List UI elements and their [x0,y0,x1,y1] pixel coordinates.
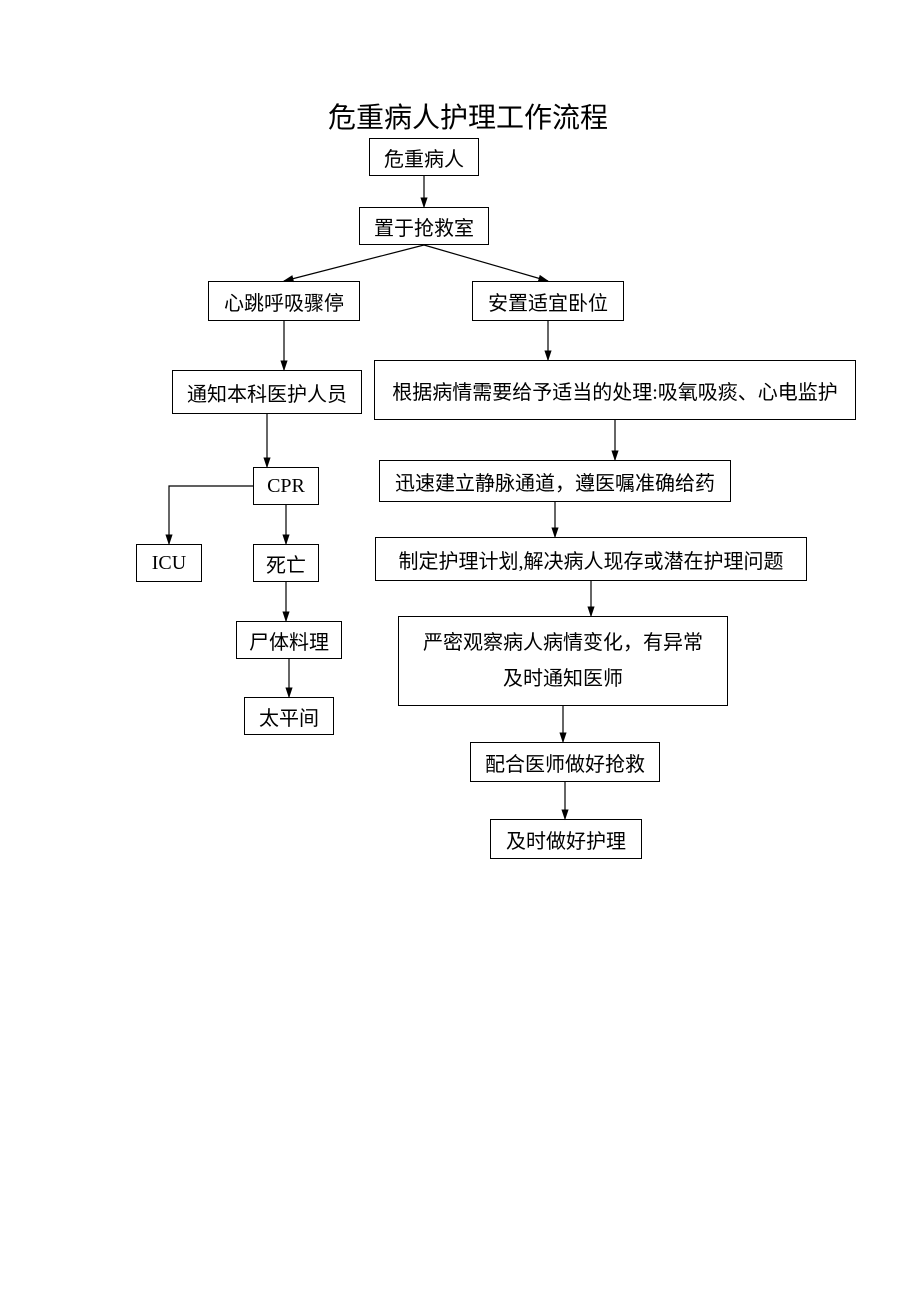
node-label: 通知本科医护人员 [187,378,347,407]
node-notify-staff: 通知本科医护人员 [172,370,362,414]
node-observe: 严密观察病人病情变化，有异常及时通知医师 [398,616,728,706]
node-label: 配合医师做好抢救 [485,748,645,777]
node-body-care: 尸体料理 [236,621,342,659]
node-label: 安置适宜卧位 [488,287,608,316]
diagram-title: 危重病人护理工作流程 [328,96,608,136]
node-position: 安置适宜卧位 [472,281,624,321]
node-treatment: 根据病情需要给予适当的处理:吸氧吸痰、心电监护 [374,360,856,420]
node-label: 制定护理计划,解决病人现存或潜在护理问题 [399,545,784,574]
node-death: 死亡 [253,544,319,582]
node-label: 死亡 [266,549,306,578]
node-label: ICU [152,552,186,575]
node-label: 严密观察病人病情变化，有异常及时通知医师 [423,625,703,697]
node-label: 太平间 [259,702,319,731]
node-rescue-cooperate: 配合医师做好抢救 [470,742,660,782]
node-icu: ICU [136,544,202,582]
node-label: 尸体料理 [249,626,329,655]
node-label: 迅速建立静脉通道，遵医嘱准确给药 [395,467,715,496]
node-nursing-plan: 制定护理计划,解决病人现存或潜在护理问题 [375,537,807,581]
node-label: 危重病人 [384,143,464,172]
node-mortuary: 太平间 [244,697,334,735]
node-critical-patient: 危重病人 [369,138,479,176]
node-label: 及时做好护理 [506,825,626,854]
node-nursing-timely: 及时做好护理 [490,819,642,859]
node-rescue-room: 置于抢救室 [359,207,489,245]
node-label: 置于抢救室 [374,212,474,241]
node-iv-medication: 迅速建立静脉通道，遵医嘱准确给药 [379,460,731,502]
node-cpr: CPR [253,467,319,505]
node-cardiac-arrest: 心跳呼吸骤停 [208,281,360,321]
node-label: CPR [267,475,305,498]
node-label: 根据病情需要给予适当的处理:吸氧吸痰、心电监护 [392,376,838,405]
node-label: 心跳呼吸骤停 [224,287,344,316]
